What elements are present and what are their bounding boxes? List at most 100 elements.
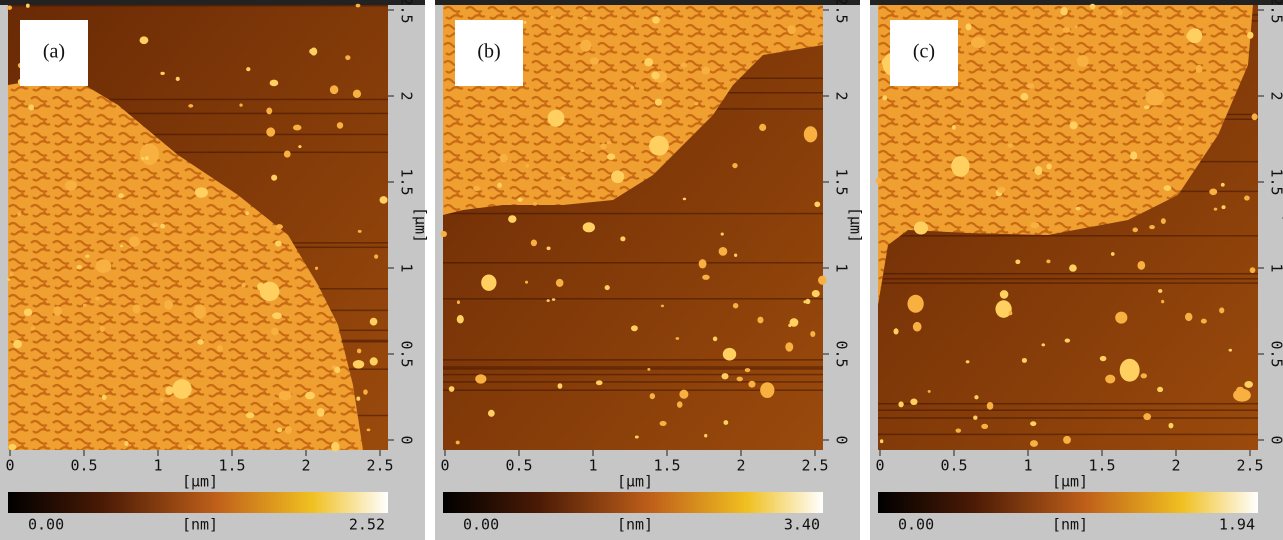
afm-particle — [913, 322, 922, 332]
y-tick-label: 1 — [398, 263, 416, 272]
afm-particle — [1214, 208, 1218, 211]
afm-particle — [1041, 343, 1045, 346]
afm-particle — [582, 16, 587, 20]
x-tick-label: 1.5 — [218, 457, 245, 475]
colorbar — [443, 492, 823, 513]
colorbar-unit: [nm] — [1052, 516, 1088, 534]
x-tick-label: 0 — [5, 457, 14, 475]
x-tick-label: 0 — [440, 457, 449, 475]
afm-particle — [1186, 32, 1194, 40]
afm-particle — [497, 183, 502, 188]
afm-particle — [31, 326, 35, 330]
x-tick-label: 1 — [1023, 457, 1032, 475]
afm-particle — [928, 390, 931, 393]
afm-particle — [721, 232, 724, 235]
afm-particle — [1115, 312, 1127, 324]
y-tick-label: 1.5 — [833, 168, 851, 195]
afm-particle — [600, 143, 607, 149]
afm-particle — [370, 357, 378, 365]
afm-particle — [1090, 4, 1096, 9]
afm-particle — [812, 290, 820, 297]
afm-particle — [28, 104, 33, 110]
afm-particle — [188, 104, 193, 108]
afm-particle — [310, 48, 317, 56]
afm-particle — [13, 340, 22, 349]
panel: (b)00.511.522.5[µm]00.511.522.5[µm]0.00[… — [435, 0, 865, 540]
scan-line — [443, 366, 823, 368]
afm-particle — [1161, 218, 1166, 224]
afm-particle — [1201, 319, 1207, 324]
afm-particle — [145, 156, 149, 160]
afm-particle — [701, 67, 710, 75]
afm-particle — [160, 72, 164, 75]
afm-particle — [650, 393, 655, 399]
colorbar — [878, 492, 1258, 513]
afm-particle — [875, 178, 882, 184]
panel: (c)00.511.522.5[µm]00.511.522.5[µm]0.00[… — [870, 0, 1283, 540]
panel-label: (a) — [43, 41, 65, 63]
afm-particle — [805, 299, 810, 304]
afm-particle — [481, 274, 496, 290]
afm-particle — [7, 6, 12, 10]
afm-particle — [1229, 349, 1232, 352]
afm-particle — [759, 124, 766, 131]
afm-particle — [298, 145, 301, 148]
afm-particle — [488, 410, 495, 417]
x-tick-label: 2.5 — [801, 457, 828, 475]
afm-particle — [1046, 163, 1051, 169]
afm-particle — [140, 143, 159, 165]
afm-particle — [279, 391, 292, 401]
colorbar-min: 0.00 — [28, 516, 64, 534]
y-tick-label: 2.5 — [833, 0, 851, 24]
afm-particle — [379, 196, 387, 204]
afm-particle — [194, 304, 206, 318]
scan-line — [443, 359, 823, 361]
afm-particle — [734, 253, 737, 256]
colorbar-max: 1.94 — [1219, 516, 1255, 534]
afm-particle — [548, 110, 565, 127]
afm-particle — [649, 136, 669, 156]
scan-line — [878, 434, 1258, 436]
afm-particle — [973, 416, 977, 420]
scan-line — [443, 368, 823, 370]
afm-particle — [605, 285, 610, 290]
afm-particle — [457, 315, 464, 323]
afm-particle — [499, 154, 507, 163]
afm-particle — [353, 90, 361, 98]
afm-particle — [1144, 105, 1150, 109]
scan-line — [878, 403, 1258, 405]
afm-particle — [552, 298, 556, 301]
y-tick-label: 0 — [1268, 435, 1283, 444]
x-tick-label: 1 — [588, 457, 597, 475]
afm-particle — [914, 221, 928, 234]
afm-particle — [1030, 440, 1038, 447]
afm-particle — [1130, 152, 1137, 160]
afm-particle — [271, 328, 279, 336]
afm-particle — [737, 377, 743, 382]
afm-particle — [305, 392, 315, 400]
afm-particle — [118, 193, 124, 198]
afm-particle — [246, 67, 250, 71]
afm-particle — [1157, 387, 1163, 392]
afm-particle — [141, 157, 144, 160]
x-tick-label: 1.5 — [1088, 457, 1115, 475]
afm-particle — [9, 444, 17, 450]
afm-particle — [1030, 421, 1036, 426]
afm-particle — [606, 140, 611, 144]
scan-line — [443, 213, 823, 215]
afm-particle — [132, 304, 140, 313]
afm-particle — [241, 283, 245, 288]
afm-particle — [1116, 9, 1123, 15]
afm-particle — [441, 231, 447, 237]
afm-particle — [1158, 289, 1162, 293]
afm-particle — [83, 304, 87, 307]
afm-particle — [1111, 252, 1115, 256]
afm-particle — [1007, 143, 1013, 147]
y-tick-label: 2.5 — [398, 0, 416, 24]
afm-particle — [245, 211, 249, 215]
scan-line — [878, 278, 1258, 280]
afm-particle — [95, 296, 100, 300]
afm-particle — [814, 201, 820, 207]
colorbar-unit: [nm] — [182, 516, 218, 534]
afm-particle — [1009, 311, 1013, 315]
